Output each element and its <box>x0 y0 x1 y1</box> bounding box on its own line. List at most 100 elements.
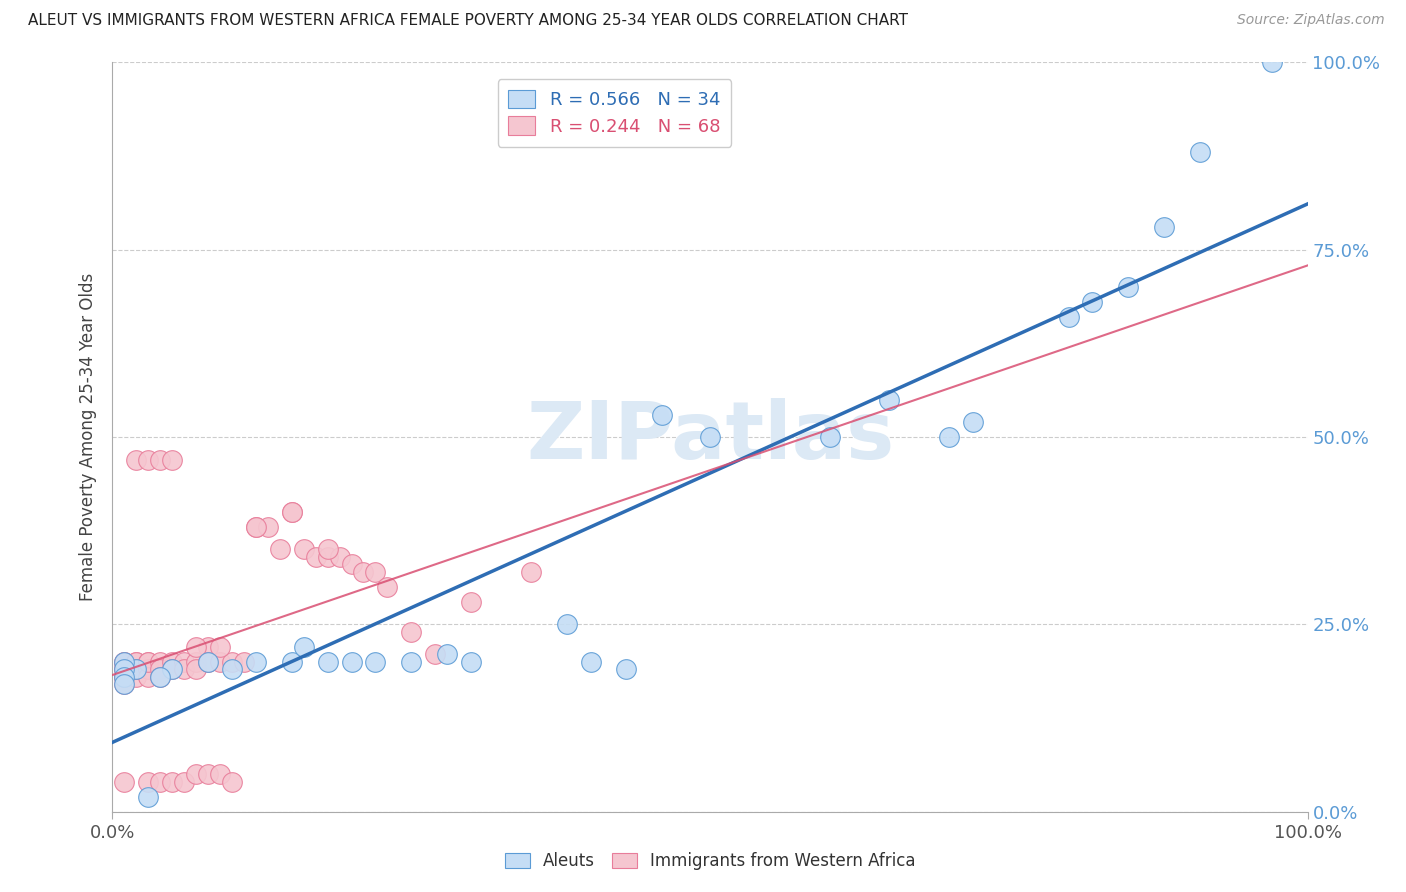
Point <box>138 655 160 669</box>
Point <box>209 640 232 654</box>
Point <box>616 662 638 676</box>
Point <box>173 655 195 669</box>
Point <box>281 505 304 519</box>
Point <box>138 655 160 669</box>
Point <box>579 655 602 669</box>
Point <box>149 452 172 467</box>
Point <box>352 565 374 579</box>
Point <box>162 662 183 676</box>
Point <box>221 774 243 789</box>
Point <box>292 640 315 654</box>
Text: ALEUT VS IMMIGRANTS FROM WESTERN AFRICA FEMALE POVERTY AMONG 25-34 YEAR OLDS COR: ALEUT VS IMMIGRANTS FROM WESTERN AFRICA … <box>28 13 908 29</box>
Point <box>186 655 208 669</box>
Point <box>162 774 183 789</box>
Point <box>1153 220 1175 235</box>
Point <box>125 655 148 669</box>
Point <box>114 670 135 684</box>
Point <box>125 662 148 676</box>
Text: Source: ZipAtlas.com: Source: ZipAtlas.com <box>1237 13 1385 28</box>
Point <box>305 549 328 564</box>
Point <box>162 452 183 467</box>
Point <box>269 542 291 557</box>
Point <box>257 520 280 534</box>
Point <box>138 789 160 804</box>
Point <box>125 670 148 684</box>
Point <box>114 670 135 684</box>
Point <box>173 662 195 676</box>
Point <box>340 558 363 572</box>
Point <box>401 655 423 669</box>
Point <box>364 565 387 579</box>
Point <box>114 662 135 676</box>
Point <box>938 430 960 444</box>
Point <box>425 648 447 662</box>
Point <box>149 670 172 684</box>
Point <box>114 662 135 676</box>
Point <box>149 655 172 669</box>
Point <box>1081 295 1104 310</box>
Point <box>197 655 219 669</box>
Point <box>114 655 135 669</box>
Point <box>316 655 339 669</box>
Point <box>114 774 135 789</box>
Point <box>460 595 482 609</box>
Point <box>197 640 219 654</box>
Point <box>292 542 315 557</box>
Point <box>281 655 304 669</box>
Point <box>245 520 267 534</box>
Point <box>460 655 482 669</box>
Point <box>364 655 387 669</box>
Point <box>138 670 160 684</box>
Point <box>233 655 256 669</box>
Point <box>209 655 232 669</box>
Point <box>186 767 208 781</box>
Point <box>651 408 673 422</box>
Point <box>138 774 160 789</box>
Point <box>1057 310 1080 325</box>
Point <box>699 430 721 444</box>
Point <box>114 655 135 669</box>
Point <box>197 767 219 781</box>
Point <box>1261 55 1284 70</box>
Point <box>818 430 841 444</box>
Point <box>149 774 172 789</box>
Point <box>138 452 160 467</box>
Point <box>329 549 352 564</box>
Point <box>1189 145 1212 160</box>
Point <box>162 655 183 669</box>
Point <box>125 662 148 676</box>
Point <box>555 617 578 632</box>
Point <box>377 580 399 594</box>
Point <box>186 640 208 654</box>
Y-axis label: Female Poverty Among 25-34 Year Olds: Female Poverty Among 25-34 Year Olds <box>79 273 97 601</box>
Point <box>245 655 267 669</box>
Point <box>221 662 243 676</box>
Point <box>401 624 423 639</box>
Point <box>114 662 135 676</box>
Point <box>962 415 984 429</box>
Legend: Aleuts, Immigrants from Western Africa: Aleuts, Immigrants from Western Africa <box>496 844 924 879</box>
Point <box>138 662 160 676</box>
Point <box>1118 280 1140 294</box>
Point <box>125 662 148 676</box>
Point <box>340 655 363 669</box>
Point <box>114 677 135 691</box>
Point <box>114 670 135 684</box>
Point <box>125 655 148 669</box>
Point <box>186 662 208 676</box>
Point <box>114 677 135 691</box>
Point <box>149 670 172 684</box>
Point <box>879 392 901 407</box>
Point <box>125 452 148 467</box>
Point <box>316 542 339 557</box>
Point <box>520 565 543 579</box>
Point <box>173 774 195 789</box>
Point <box>209 767 232 781</box>
Text: ZIPatlas: ZIPatlas <box>526 398 894 476</box>
Point <box>114 655 135 669</box>
Point <box>221 655 243 669</box>
Point <box>197 655 219 669</box>
Point <box>245 520 267 534</box>
Point <box>149 662 172 676</box>
Point <box>316 549 339 564</box>
